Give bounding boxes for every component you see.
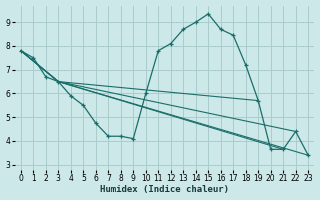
X-axis label: Humidex (Indice chaleur): Humidex (Indice chaleur) bbox=[100, 185, 229, 194]
